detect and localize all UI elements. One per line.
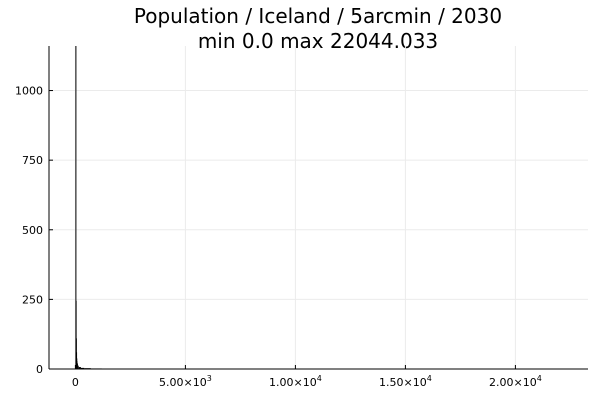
grid-lines — [49, 46, 588, 370]
x-tick-label-4: 2.00×104 — [489, 374, 542, 389]
histogram-bar-0 — [75, 46, 77, 369]
axes — [48, 46, 588, 370]
chart-title-line-1: Population / Iceland / 5arcmin / 2030 — [134, 4, 502, 28]
histogram-bar-9 — [80, 367, 85, 369]
histogram-bar-7 — [77, 365, 79, 369]
y-tick-labels: 0 250 500 750 1000 — [15, 85, 53, 376]
y-tick-label-4: 1000 — [15, 85, 43, 98]
chart-title-line-2: min 0.0 max 22044.033 — [198, 29, 438, 53]
y-tick-label-0: 0 — [36, 363, 43, 376]
y-tick-label-1: 250 — [22, 293, 43, 306]
y-tick-label-2: 500 — [22, 224, 43, 237]
y-tick-label-3: 750 — [22, 154, 43, 167]
x-tick-label-0: 0 — [72, 376, 79, 389]
x-tick-label-2: 1.00×104 — [269, 374, 322, 389]
histogram-bars — [75, 46, 561, 370]
histogram-bar-8 — [78, 367, 81, 369]
histogram-bar-1 — [75, 300, 77, 369]
x-tick-label-3: 1.50×104 — [379, 374, 432, 389]
x-tick-label-1: 5.00×103 — [159, 374, 212, 389]
x-tick-labels: 0 5.00×103 1.00×104 1.50×104 2.00×104 — [72, 365, 542, 389]
histogram-bar-6 — [76, 363, 78, 369]
